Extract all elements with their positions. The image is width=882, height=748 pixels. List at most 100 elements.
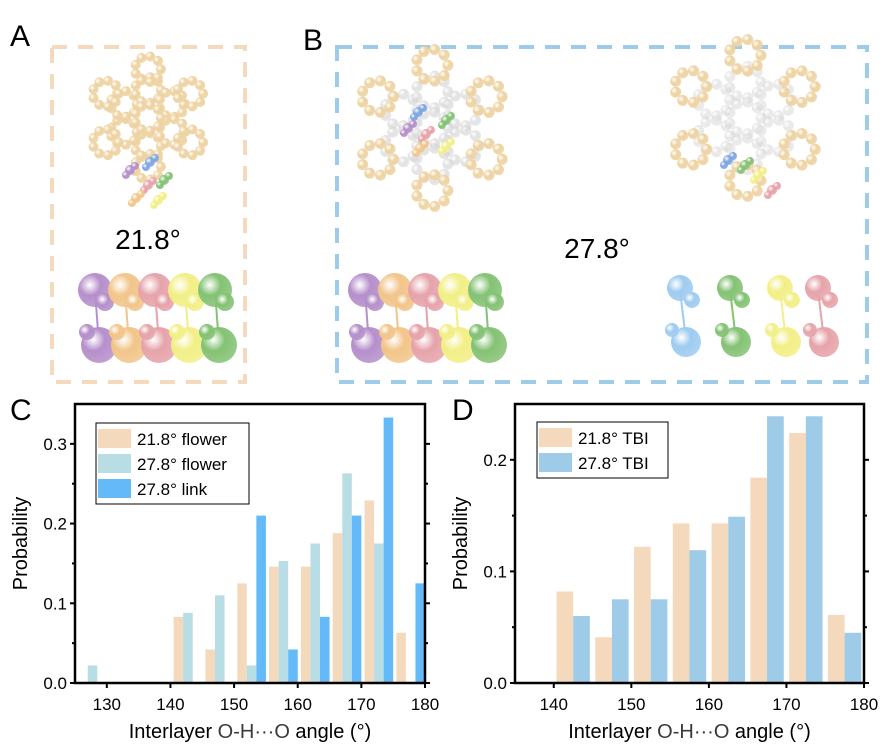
atom-sphere [130,108,141,119]
atom-sphere [364,167,376,179]
atom-sphere [724,44,736,56]
atom-sphere [349,324,365,340]
plot-frame [513,402,866,685]
atom-sphere [751,60,763,72]
atom-sphere [178,148,189,159]
legend: 21.8° TBI 27.8° TBI [536,421,669,479]
atom-sphere [724,71,736,83]
atom-sphere [762,144,774,156]
atom-sphere [88,141,99,152]
atom-sphere [155,94,166,105]
atom-sphere [764,191,772,199]
atom-sphere [438,174,450,186]
atom-sphere [152,121,163,132]
atom-sphere [670,149,682,161]
atom-sphere [697,154,709,166]
atom-sphere [145,125,156,136]
atom-sphere [110,145,121,156]
atom-sphere [688,65,700,77]
atom-sphere [411,190,423,202]
atom-sphere [731,98,743,110]
atom-sphere [411,81,423,93]
atom-sphere [670,75,682,87]
atom-sphere [112,110,123,121]
atom-sphere [785,95,797,107]
atom-sphere [357,148,369,160]
y-tick-label: 0.3 [43,435,67,454]
legend-swatch [539,453,572,472]
atom-sphere [94,148,105,159]
atom-sphere [130,59,141,70]
bar-27-8-flower [278,561,289,683]
y-tick-label: 0.2 [43,515,67,534]
atom-sphere [103,75,114,86]
atom-sphere [187,124,198,135]
atom-sphere [195,80,206,91]
atom-sphere [357,159,369,171]
atom-sphere [483,169,495,181]
atom-sphere [195,145,206,156]
atom-sphere [156,181,164,189]
atom-sphere [449,154,461,166]
atom-sphere [136,172,147,183]
atom-sphere [130,68,141,79]
atom-sphere [165,172,173,180]
atom-sphere [742,65,754,77]
atom-sphere [388,153,400,165]
atom-sphere [364,77,376,89]
atom-sphere [177,118,188,129]
atom-sphere [94,77,105,88]
plot-frame [73,402,427,685]
atom-sphere [796,159,808,171]
atom-sphere [496,153,508,165]
bar-21-8-tbi [634,546,651,683]
panel-a-label: A [10,20,30,53]
atom-sphere [493,80,505,92]
atom-sphere [150,201,158,209]
link-structure-27-8 [670,34,821,202]
atom-sphere [156,161,166,172]
atom-sphere [418,73,430,85]
atom-sphere [187,150,198,161]
atom-sphere [169,324,185,340]
panel-b-frame [335,45,869,384]
atom-sphere [472,77,484,89]
atom-sphere [442,99,454,111]
atom-sphere [438,121,446,129]
atom-sphere [438,147,446,155]
x-axis-label-part: angle (°) [290,721,371,743]
atom-sphere [701,81,713,93]
legend-swatch [98,429,131,448]
atom-sphere [131,162,139,170]
atom-sphere [755,135,767,147]
atom-sphere [178,99,189,110]
atom-sphere [426,293,444,311]
bar-21-8-tbi [750,477,768,683]
bar-27-8-link [288,649,298,683]
atom-sphere [136,75,147,86]
atom-sphere [773,114,785,126]
bar-27-8-flower [215,595,225,683]
x-axis-label-part: angle (°) [729,721,810,743]
atom-sphere [136,150,147,161]
atom-sphere [493,143,505,155]
atom-sphere [742,96,754,108]
x-tick-label: 150 [617,695,645,714]
bar-27-8-flower [246,665,257,683]
atom-sphere [396,293,414,311]
atom-sphere [186,293,204,311]
atom-sphere [156,64,166,75]
atom-sphere [198,88,209,99]
atom-sphere [427,126,435,134]
atom-sphere [128,135,139,146]
atom-sphere [785,157,797,169]
y-tick-label: 0.1 [43,594,67,613]
atom-sphere [442,59,454,71]
x-axis-label-part: O-H···O [657,721,729,743]
atom-sphere [156,113,166,123]
flower-structure-27-8 [357,44,508,212]
atom-sphere [160,87,171,98]
atom-sphere [742,34,754,46]
panel-c-label: C [10,394,32,427]
atom-sphere [130,117,141,128]
